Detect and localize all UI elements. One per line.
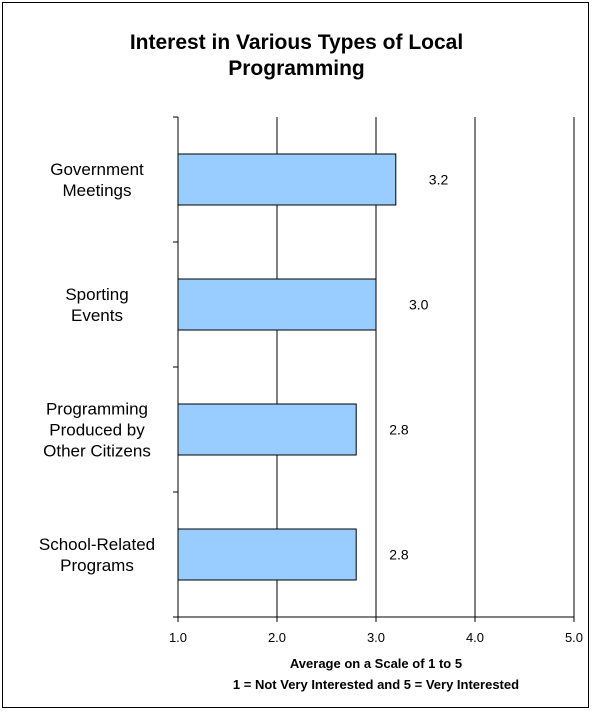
chart-title-line-2: Programming bbox=[228, 57, 365, 80]
bar bbox=[177, 403, 357, 456]
chart-title: Interest in Various Types of Local Progr… bbox=[0, 30, 593, 82]
x-tick-label: 3.0 bbox=[367, 630, 385, 645]
bar bbox=[177, 278, 377, 331]
category-label: Events bbox=[71, 306, 123, 325]
category-label: Other Citizens bbox=[43, 442, 151, 461]
category-label: Programming bbox=[46, 400, 148, 419]
data-label: 2.8 bbox=[389, 547, 409, 563]
x-tick-label: 4.0 bbox=[466, 630, 484, 645]
x-axis-title-line-1: Average on a Scale of 1 to 5 bbox=[290, 656, 462, 671]
labels: 1.0 2.0 3.0 4.0 5.0 3.2 Government Meetings 3.0 S… bbox=[39, 160, 583, 645]
category-label: Sporting bbox=[65, 285, 128, 304]
axes bbox=[173, 116, 575, 622]
data-label: 3.0 bbox=[409, 297, 429, 313]
x-tick-label: 1.0 bbox=[169, 630, 187, 645]
data-label: 2.8 bbox=[389, 422, 409, 438]
category-label: Government bbox=[50, 160, 144, 179]
bars bbox=[177, 153, 397, 581]
x-tick-label: 5.0 bbox=[565, 630, 583, 645]
category-label: Programs bbox=[60, 556, 134, 575]
category-label: Produced by bbox=[49, 421, 145, 440]
category-label: Meetings bbox=[63, 181, 132, 200]
x-tick-label: 2.0 bbox=[268, 630, 286, 645]
data-label: 3.2 bbox=[429, 172, 449, 188]
bar bbox=[177, 528, 357, 581]
chart-title-line-1: Interest in Various Types of Local bbox=[129, 31, 464, 54]
category-label: School-Related bbox=[39, 535, 155, 554]
bar bbox=[177, 153, 397, 206]
x-axis-title-line-2: 1 = Not Very Interested and 5 = Very Int… bbox=[233, 677, 519, 692]
